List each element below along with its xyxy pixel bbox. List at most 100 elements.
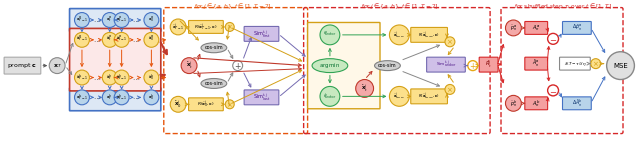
- Text: $\hat{\mathbf{x}}^b_{T-1}$: $\hat{\mathbf{x}}^b_{T-1}$: [76, 72, 88, 83]
- Text: $\hat{\mathbf{x}}^j_t$: $\hat{\mathbf{x}}^j_t$: [186, 60, 193, 71]
- Text: $\mathbf{x}^b_t$: $\mathbf{x}^b_t$: [106, 92, 113, 103]
- Text: $\mathrm{Sim}^{t,j}_{\mathrm{first}}$: $\mathrm{Sim}^{t,j}_{\mathrm{first}}$: [253, 28, 270, 39]
- Text: cos-sim: cos-sim: [205, 45, 223, 50]
- Circle shape: [102, 13, 117, 27]
- Text: $\mathbf{x}^a_{T-1}$: $\mathbf{x}^a_{T-1}$: [76, 15, 88, 25]
- Text: $\Delta\hat{p}^a_n$: $\Delta\hat{p}^a_n$: [572, 23, 582, 33]
- Ellipse shape: [201, 79, 227, 88]
- Text: $\mathbf{x}^a_t$: $\mathbf{x}^a_t$: [106, 15, 113, 25]
- Text: $+$: $+$: [469, 61, 477, 71]
- Text: $t^a_{\mathrm{anchor}}$: $t^a_{\mathrm{anchor}}$: [323, 30, 337, 39]
- Text: for $j \in \{a,b\}$, $t \in [1, T-2]$: for $j \in \{a,b\}$, $t \in [1, T-2]$: [360, 1, 438, 11]
- FancyBboxPatch shape: [427, 57, 465, 72]
- Circle shape: [389, 25, 409, 45]
- Text: $\cdots$: $\cdots$: [93, 37, 101, 43]
- Circle shape: [170, 96, 186, 112]
- Text: $\mathbf{x}^b_{t-1}$: $\mathbf{x}^b_{t-1}$: [116, 92, 127, 103]
- Text: $\hat{\mathbf{x}}^b_0$: $\hat{\mathbf{x}}^b_0$: [148, 72, 155, 83]
- Text: $\hat{\mathbf{x}}^j_{t_{\mathrm{anchor}}}$: $\hat{\mathbf{x}}^j_{t_{\mathrm{anchor}}…: [393, 29, 405, 41]
- Circle shape: [114, 32, 129, 47]
- Text: $\hat{\mathbf{x}}^j_{t_{\mathrm{anchor}}}$: $\hat{\mathbf{x}}^j_{t_{\mathrm{anchor}}…: [393, 91, 405, 102]
- Circle shape: [591, 59, 601, 69]
- Text: $\mathbf{x}^a_{t-1}$: $\mathbf{x}^a_{t-1}$: [116, 15, 127, 25]
- Circle shape: [233, 61, 243, 71]
- Circle shape: [181, 58, 197, 74]
- FancyBboxPatch shape: [189, 20, 223, 33]
- Circle shape: [320, 86, 340, 106]
- Circle shape: [356, 80, 374, 97]
- Circle shape: [114, 90, 129, 105]
- Circle shape: [506, 20, 522, 36]
- FancyBboxPatch shape: [308, 22, 380, 109]
- Text: $\hat{A}^a_n$: $\hat{A}^a_n$: [532, 58, 540, 69]
- Circle shape: [74, 13, 90, 27]
- Text: $\cdots$: $\cdots$: [93, 75, 101, 81]
- Circle shape: [74, 70, 90, 85]
- Circle shape: [170, 19, 186, 35]
- Text: $\mathrm{Sim}^{t,j}_{\mathrm{last}}$: $\mathrm{Sim}^{t,j}_{\mathrm{last}}$: [253, 92, 270, 103]
- FancyBboxPatch shape: [411, 89, 447, 104]
- Circle shape: [607, 52, 634, 80]
- Ellipse shape: [374, 61, 401, 71]
- Text: $\hat{\mathbf{x}}^b_{t-1}$: $\hat{\mathbf{x}}^b_{t-1}$: [116, 72, 127, 83]
- Text: $R(\hat{\mathbf{x}}^j_{t_{\mathrm{anchor}}}, \mathbf{c})$: $R(\hat{\mathbf{x}}^j_{t_{\mathrm{anchor…: [418, 91, 440, 102]
- Text: $\tilde{p}^a_n$: $\tilde{p}^a_n$: [510, 23, 517, 33]
- Text: $\hat{\mathbf{x}}^a_{T-1}$: $\hat{\mathbf{x}}^a_{T-1}$: [76, 35, 88, 44]
- Text: $R(\hat{\mathbf{x}}^j_{t_{\mathrm{anchor}}}, \mathbf{c})$: $R(\hat{\mathbf{x}}^j_{t_{\mathrm{anchor…: [418, 29, 440, 41]
- Text: $\mathbf{x}^b_0$: $\mathbf{x}^b_0$: [148, 92, 155, 103]
- Text: $\times$: $\times$: [592, 59, 599, 68]
- Text: $\mathbf{x}^b_{T-1}$: $\mathbf{x}^b_{T-1}$: [76, 92, 88, 103]
- FancyBboxPatch shape: [70, 9, 161, 31]
- Text: cos-sim: cos-sim: [205, 81, 223, 86]
- Text: $\hat{R}^j_t$: $\hat{R}^j_t$: [485, 59, 492, 70]
- Text: $R(\hat{\mathbf{x}}^j_{T-1}, \mathbf{c})$: $R(\hat{\mathbf{x}}^j_{T-1}, \mathbf{c})…: [194, 21, 218, 33]
- FancyBboxPatch shape: [244, 27, 279, 41]
- Text: $\Delta\hat{A}^b_n$: $\Delta\hat{A}^b_n$: [572, 98, 582, 109]
- Text: $\tilde{p}^b_n$: $\tilde{p}^b_n$: [510, 98, 517, 109]
- Text: $R(\hat{\mathbf{x}}^j_0, \mathbf{c})$: $R(\hat{\mathbf{x}}^j_0, \mathbf{c})$: [197, 99, 215, 110]
- FancyBboxPatch shape: [4, 57, 41, 74]
- FancyBboxPatch shape: [189, 98, 223, 111]
- Circle shape: [74, 32, 90, 47]
- Text: $\hat{\mathbf{x}}^b_t$: $\hat{\mathbf{x}}^b_t$: [106, 72, 113, 83]
- Text: $\lambda(T-\tau_i)/\eta$: $\lambda(T-\tau_i)/\eta$: [564, 60, 586, 68]
- Circle shape: [506, 95, 522, 111]
- Circle shape: [445, 37, 455, 47]
- FancyBboxPatch shape: [70, 88, 161, 111]
- Text: $\cdots$: $\cdots$: [93, 17, 101, 23]
- Text: for shuffled step $\tau_i$ over $t \in [1,T]$: for shuffled step $\tau_i$ over $t \in […: [514, 1, 612, 11]
- Text: $\mathbf{x}^a_0$: $\mathbf{x}^a_0$: [148, 15, 155, 25]
- Text: $-$: $-$: [549, 34, 557, 43]
- FancyBboxPatch shape: [70, 28, 161, 91]
- Circle shape: [548, 85, 559, 96]
- FancyBboxPatch shape: [525, 97, 548, 110]
- Circle shape: [114, 13, 129, 27]
- Circle shape: [225, 22, 234, 31]
- Text: $-$: $-$: [549, 86, 557, 95]
- Text: $\hat{\mathbf{x}}^j_{T-1}$: $\hat{\mathbf{x}}^j_{T-1}$: [172, 21, 184, 33]
- Circle shape: [225, 100, 234, 109]
- Text: prompt $\mathbf{c}$: prompt $\mathbf{c}$: [8, 61, 38, 70]
- Text: $\times$: $\times$: [447, 38, 453, 46]
- Circle shape: [389, 86, 409, 106]
- Text: $\times$: $\times$: [227, 23, 233, 31]
- FancyBboxPatch shape: [559, 57, 590, 70]
- Text: $\cdots$: $\cdots$: [132, 37, 141, 43]
- Text: $\hat{\mathbf{x}}^a_0$: $\hat{\mathbf{x}}^a_0$: [148, 35, 155, 44]
- FancyBboxPatch shape: [479, 57, 498, 72]
- FancyBboxPatch shape: [244, 90, 279, 105]
- FancyBboxPatch shape: [563, 97, 591, 110]
- Circle shape: [320, 25, 340, 45]
- Circle shape: [445, 84, 455, 94]
- Text: $\cdots$: $\cdots$: [132, 17, 141, 23]
- Circle shape: [144, 13, 159, 27]
- Text: $t^b_{\mathrm{anchor}}$: $t^b_{\mathrm{anchor}}$: [323, 91, 337, 102]
- Circle shape: [144, 32, 159, 47]
- Text: $A^b_n$: $A^b_n$: [532, 98, 540, 109]
- Circle shape: [102, 32, 117, 47]
- FancyBboxPatch shape: [563, 21, 591, 34]
- Text: $\hat{\mathbf{x}}^j_0$: $\hat{\mathbf{x}}^j_0$: [174, 99, 182, 110]
- Circle shape: [468, 61, 477, 71]
- Text: $\arg\min$: $\arg\min$: [319, 61, 340, 70]
- Circle shape: [114, 70, 129, 85]
